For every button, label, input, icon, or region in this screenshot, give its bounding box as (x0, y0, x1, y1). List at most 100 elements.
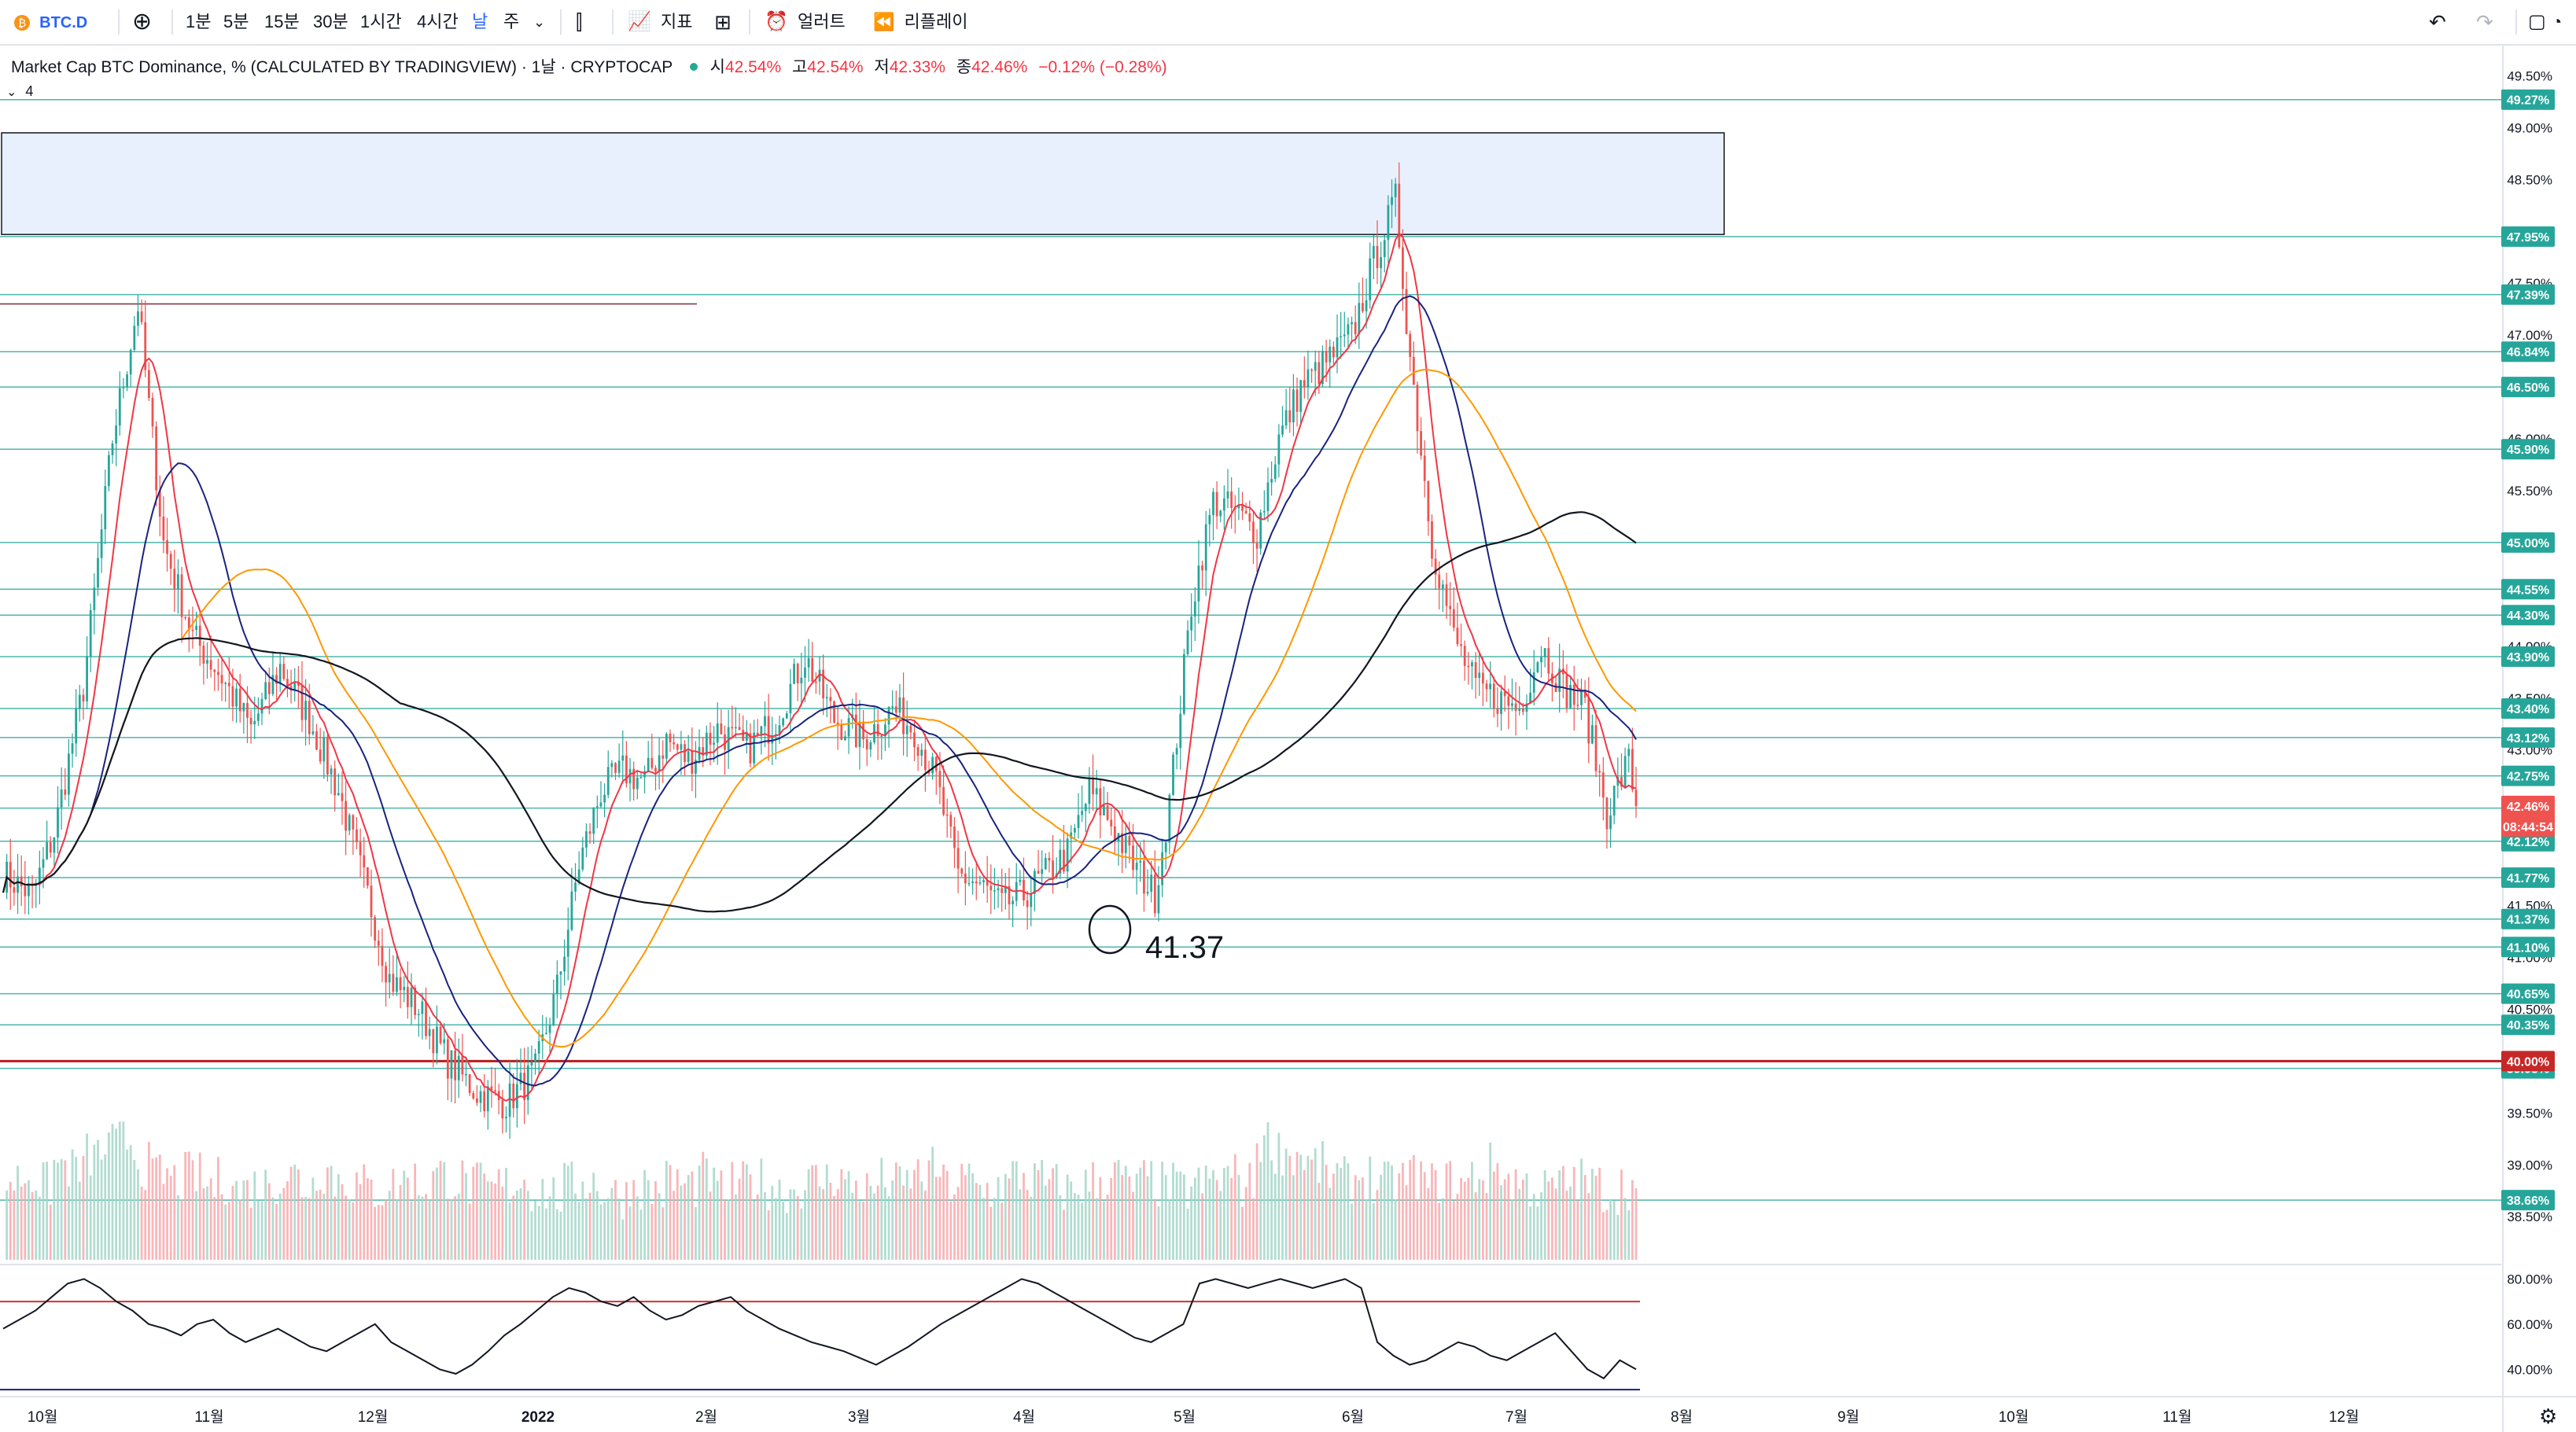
volume-bar (1598, 1168, 1601, 1260)
level-price-tag-bg[interactable] (2501, 341, 2555, 363)
level-price-tag-bg[interactable] (2501, 605, 2555, 626)
level-price-tag[interactable]: 41.10% (2507, 941, 2549, 955)
level-price-tag-bg[interactable] (2501, 937, 2555, 958)
key-level-price-tag-bg[interactable] (2501, 1051, 2555, 1072)
level-price-tag-bg[interactable] (2501, 698, 2555, 719)
level-price-tag-bg[interactable] (2501, 646, 2555, 667)
level-price-tag[interactable]: 42.12% (2507, 836, 2549, 849)
level-price-tag-bg[interactable] (2501, 1014, 2555, 1036)
level-price-tag[interactable]: 41.37% (2507, 914, 2549, 927)
level-price-tag[interactable]: 44.55% (2507, 583, 2549, 597)
candle-body (224, 683, 227, 684)
level-price-tag[interactable]: 38.66% (2507, 1195, 2549, 1208)
legend-collapse-toggle[interactable]: ⌄ 4 (6, 83, 33, 100)
level-price-tag[interactable]: 47.95% (2507, 231, 2549, 245)
replay-button[interactable]: ⏪ 리플레이 (873, 0, 968, 44)
time-axis[interactable]: 10월 11월 12월 2022 2월 3월 4월 5월 6월 7월 8월 9월 10월 11월 12월 ⚙ (0, 1396, 2576, 1429)
interval-5m[interactable]: 5분 (223, 12, 249, 31)
candle-body (1601, 772, 1605, 798)
alerts-button[interactable]: ⏰ 얼러트 (765, 0, 846, 44)
volume-bar (476, 1162, 478, 1260)
level-price-tag[interactable]: 44.30% (2507, 609, 2549, 623)
level-price-tag-bg[interactable] (2501, 532, 2555, 553)
current-price-tag-bg[interactable] (2501, 795, 2555, 837)
candle-body (1612, 786, 1616, 815)
level-price-tag-bg[interactable] (2501, 867, 2555, 888)
chart-canvas[interactable]: 41.37 49.50%49.00%48.50%47.50%47.00%46.0… (0, 46, 2576, 1432)
level-price-tag[interactable]: 43.12% (2507, 732, 2549, 745)
candle-body (341, 793, 344, 801)
current-price-tag-countdown[interactable]: 08:44:54 (2503, 821, 2553, 834)
resistance-zone[interactable] (1, 132, 1725, 235)
gear-icon[interactable]: ⚙ (2539, 1405, 2557, 1429)
chevron-down-icon[interactable]: ⌄ (533, 14, 546, 30)
level-price-tag[interactable]: 49.27% (2507, 94, 2549, 108)
level-price-tag[interactable]: 45.90% (2507, 444, 2549, 457)
interval-4h[interactable]: 4시간 (417, 12, 459, 31)
candle-body (807, 657, 810, 668)
level-price-tag[interactable]: 40.35% (2507, 1019, 2549, 1033)
candles-icon[interactable]: ⫿ (576, 10, 583, 34)
volume-bar (42, 1162, 45, 1260)
level-price-tag[interactable]: 47.39% (2507, 289, 2549, 303)
level-price-tag[interactable]: 43.40% (2507, 703, 2549, 716)
level-price-tag-bg[interactable] (2501, 439, 2555, 460)
volume-bar (1233, 1154, 1236, 1260)
candle-body (793, 664, 795, 684)
level-price-tag-bg[interactable] (2501, 284, 2555, 305)
level-price-tag-bg[interactable] (2501, 983, 2555, 1004)
horizontal-levels[interactable] (0, 98, 2501, 1201)
level-price-tag[interactable]: 46.50% (2507, 381, 2549, 395)
interval-1m[interactable]: 1분 (186, 12, 212, 31)
level-price-tag[interactable]: 40.65% (2507, 988, 2549, 1002)
symbol-search[interactable]: ₿ BTC.D (14, 0, 87, 44)
fullscreen-icon[interactable]: ▢ (2528, 11, 2546, 32)
level-price-tag-bg[interactable] (2501, 908, 2555, 930)
level-price-tag[interactable]: 46.84% (2507, 346, 2549, 359)
volume-bar (519, 1187, 522, 1260)
interval-15m[interactable]: 15분 (264, 12, 300, 31)
current-price-tag[interactable]: 42.46% (2507, 801, 2549, 814)
resistance-zone-rect[interactable] (1, 132, 1725, 235)
key-level-price-tag[interactable]: 40.00% (2507, 1055, 2549, 1069)
volume-bar (654, 1180, 657, 1260)
candle-body (202, 646, 205, 664)
volume-bar (304, 1197, 308, 1260)
annotation-circle[interactable] (1088, 904, 1132, 955)
compare-plus-icon[interactable]: ⊕ (132, 9, 153, 35)
volume-bar (876, 1185, 879, 1260)
interval-week[interactable]: 주 (503, 12, 520, 31)
level-price-tag[interactable]: 45.00% (2507, 537, 2549, 550)
price-tick-label: 49.00% (2507, 120, 2552, 135)
annotation-text[interactable]: 41.37 (1145, 930, 1224, 965)
volume-bar (417, 1195, 420, 1260)
candle-body (526, 1065, 529, 1100)
volume-bar (1128, 1176, 1131, 1260)
level-price-tag[interactable]: 41.77% (2507, 872, 2549, 885)
snapshot-icon[interactable]: ◔ (2552, 12, 2563, 31)
candle-body (1306, 369, 1310, 387)
indicators-button[interactable]: 📈 지표 (628, 0, 693, 44)
redo-icon[interactable]: ↷ (2476, 10, 2493, 34)
candle-body (278, 664, 282, 684)
layout-grid-icon[interactable]: ⊞ (714, 10, 732, 34)
level-price-tag-bg[interactable] (2501, 1190, 2555, 1211)
candle-body (1048, 857, 1051, 861)
low-annotation[interactable]: 41.37 (1088, 904, 1224, 965)
level-price-tag[interactable]: 42.75% (2507, 771, 2549, 784)
candle-body (1222, 498, 1225, 511)
interval-30m[interactable]: 30분 (313, 12, 348, 31)
level-price-tag-bg[interactable] (2501, 377, 2555, 398)
volume-bar (724, 1200, 726, 1260)
level-price-tag-bg[interactable] (2501, 579, 2555, 600)
interval-day[interactable]: 날 (472, 12, 488, 31)
level-price-tag-bg[interactable] (2501, 727, 2555, 748)
level-price-tag[interactable]: 43.90% (2507, 651, 2549, 664)
interval-1h[interactable]: 1시간 (360, 12, 402, 31)
level-price-tag-bg[interactable] (2501, 89, 2555, 110)
price-axis[interactable]: 49.50%49.00%48.50%47.50%47.00%46.00%45.5… (2501, 46, 2576, 1432)
level-price-tag-bg[interactable] (2501, 765, 2555, 786)
level-price-tag-bg[interactable] (2501, 226, 2555, 247)
candle-body (1572, 684, 1575, 705)
undo-icon[interactable]: ↶ (2429, 10, 2446, 34)
